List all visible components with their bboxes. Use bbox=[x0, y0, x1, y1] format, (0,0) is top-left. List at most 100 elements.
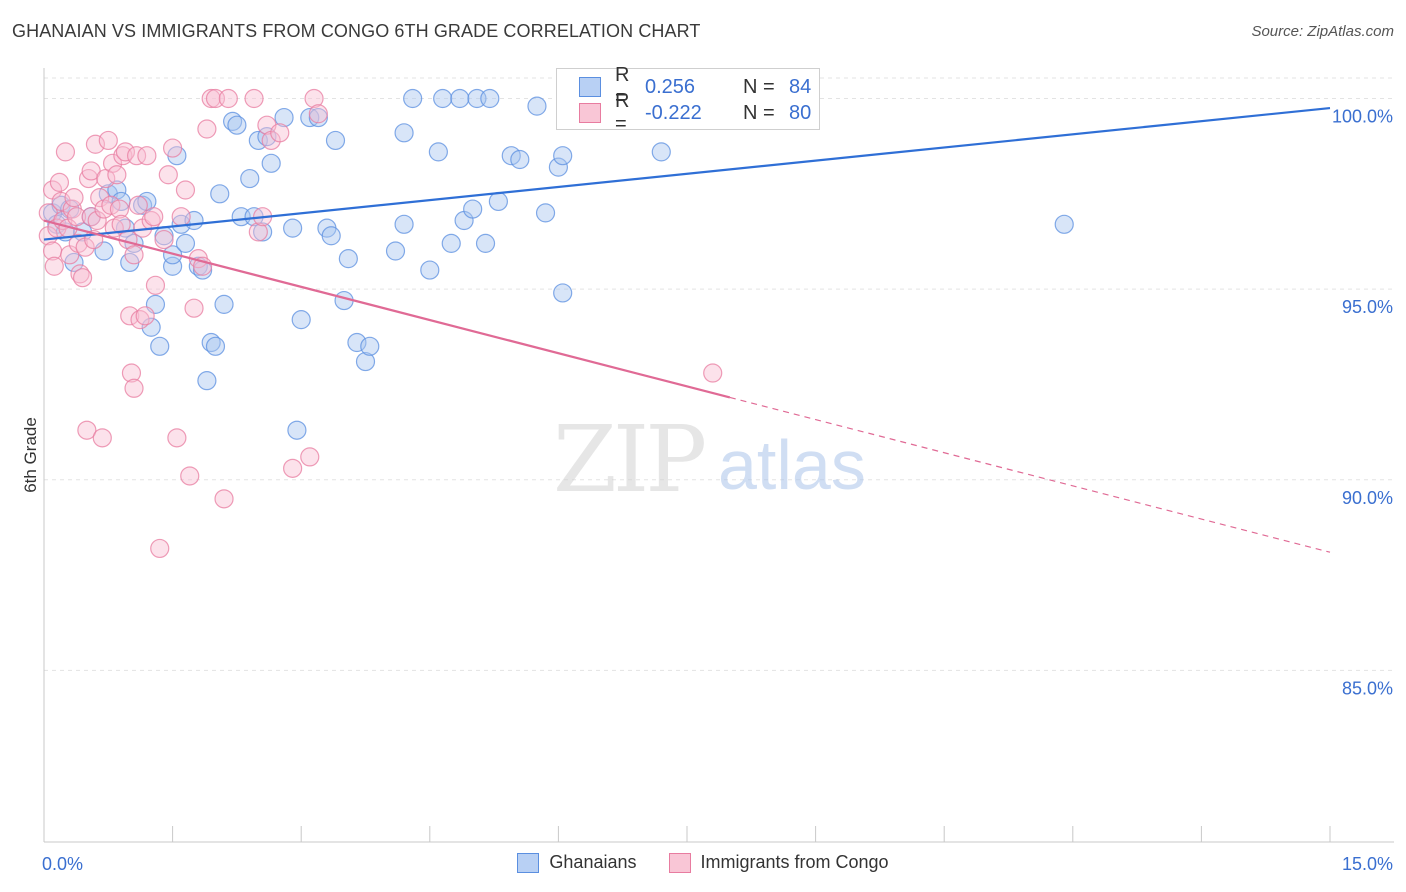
ghanaian-point bbox=[210, 184, 230, 204]
congo-point bbox=[154, 229, 174, 250]
y-tick-label: 90.0% bbox=[1342, 488, 1393, 508]
ghanaian-point bbox=[291, 310, 311, 330]
congo-point bbox=[218, 88, 238, 109]
ghanaian-point bbox=[548, 157, 569, 177]
congo-point bbox=[135, 306, 155, 326]
ghanaian-point bbox=[475, 233, 496, 253]
n-value: 80 bbox=[789, 101, 812, 124]
r-label: R = bbox=[615, 64, 630, 109]
series-swatch-pink bbox=[579, 103, 601, 123]
congo-point bbox=[90, 188, 110, 208]
ghanaian-point bbox=[175, 233, 196, 253]
y-tick-label: 85.0% bbox=[1342, 678, 1393, 698]
trend-line-congo-extrapolated bbox=[729, 396, 1331, 553]
ghanaian-point bbox=[535, 203, 556, 223]
congo-point bbox=[115, 142, 136, 162]
ghanaian-point bbox=[480, 88, 500, 109]
ghanaian-point bbox=[150, 336, 170, 356]
ghanaian-point bbox=[347, 332, 367, 353]
congo-point bbox=[55, 142, 76, 162]
congo-point bbox=[124, 378, 144, 398]
ghanaian-point bbox=[553, 283, 573, 303]
congo-point bbox=[175, 180, 196, 200]
ghanaian-point bbox=[163, 245, 183, 265]
legend-item-ghanaians[interactable]: Ghanaians bbox=[517, 852, 637, 873]
ghanaian-point bbox=[283, 218, 303, 238]
ghanaian-point bbox=[214, 294, 234, 314]
congo-point bbox=[92, 428, 112, 448]
ghanaian-point bbox=[510, 149, 530, 170]
ghanaian-point bbox=[553, 146, 573, 166]
congo-point bbox=[77, 420, 97, 440]
ghanaian-point bbox=[403, 88, 423, 109]
series-swatch-blue bbox=[579, 77, 601, 97]
congo-point bbox=[66, 207, 87, 227]
congo-point bbox=[85, 134, 106, 154]
congo-point bbox=[150, 538, 170, 559]
ghanaian-point bbox=[197, 371, 217, 391]
trend-line-ghanaians bbox=[43, 106, 1331, 241]
ghanaian-point bbox=[651, 142, 671, 162]
congo-point bbox=[102, 153, 123, 173]
congo-point bbox=[244, 88, 264, 109]
r-value: 0.256 bbox=[645, 75, 696, 98]
ghanaian-point bbox=[141, 317, 161, 337]
watermark-atlas: atlas bbox=[718, 426, 866, 504]
congo-point bbox=[98, 130, 118, 151]
ghanaian-point bbox=[428, 142, 448, 162]
ghanaian-point bbox=[240, 168, 260, 189]
watermark: ZIP atlas bbox=[553, 406, 866, 513]
congo-point bbox=[171, 207, 191, 227]
congo-point bbox=[158, 165, 178, 185]
watermark-zip: ZIP bbox=[553, 406, 704, 513]
x-tick-label: 0.0% bbox=[42, 854, 83, 874]
stats-legend-row-congo: R = -0.222 N = 80 bbox=[579, 90, 812, 135]
ghanaian-point bbox=[287, 420, 307, 440]
n-label: N = bbox=[743, 101, 775, 124]
congo-point bbox=[120, 306, 140, 326]
ghanaian-point bbox=[527, 96, 547, 116]
ghanaian-point bbox=[441, 233, 461, 253]
congo-point bbox=[184, 298, 204, 318]
congo-point bbox=[270, 123, 290, 143]
legend-swatch-blue bbox=[517, 852, 540, 873]
trend-lines bbox=[43, 106, 1331, 553]
congo-point bbox=[107, 165, 127, 185]
congo-point bbox=[49, 172, 70, 192]
y-tick-label: 95.0% bbox=[1342, 297, 1393, 317]
congo-point bbox=[304, 88, 324, 109]
ghanaian-point bbox=[274, 107, 294, 128]
congo-point bbox=[214, 489, 234, 509]
axes bbox=[43, 68, 1394, 843]
congo-point bbox=[124, 245, 144, 265]
congo-point bbox=[128, 195, 148, 215]
congo-point bbox=[163, 138, 183, 158]
congo-point bbox=[283, 458, 303, 478]
y-axis-title: 6th Grade bbox=[21, 417, 40, 493]
ghanaian-point bbox=[321, 226, 341, 246]
r-label: R = bbox=[615, 90, 630, 135]
congo-point bbox=[87, 210, 107, 231]
congo-point bbox=[300, 447, 320, 467]
stats-legend: R = 0.256 N = 84 R = -0.222 N = 80 bbox=[556, 64, 820, 135]
x-tick-label: 15.0% bbox=[1342, 854, 1393, 874]
ghanaian-point bbox=[261, 153, 281, 173]
congo-point bbox=[44, 256, 64, 276]
congo-point bbox=[144, 207, 164, 227]
congo-point bbox=[137, 146, 157, 166]
ghanaian-point bbox=[163, 256, 183, 276]
congo-point bbox=[130, 310, 150, 330]
congo-point bbox=[703, 363, 723, 383]
ghanaian-point bbox=[325, 130, 346, 151]
ghanaian-point bbox=[488, 191, 508, 212]
ghanaian-point bbox=[420, 260, 440, 280]
congo-point bbox=[167, 428, 187, 448]
congo-point bbox=[126, 146, 147, 166]
series-legend: Ghanaians Immigrants from Congo bbox=[0, 852, 1406, 873]
congo-point bbox=[72, 268, 93, 288]
congo-point bbox=[197, 119, 217, 139]
legend-item-congo[interactable]: Immigrants from Congo bbox=[668, 852, 889, 873]
ghanaian-point bbox=[360, 336, 380, 356]
congo-point bbox=[121, 363, 142, 383]
